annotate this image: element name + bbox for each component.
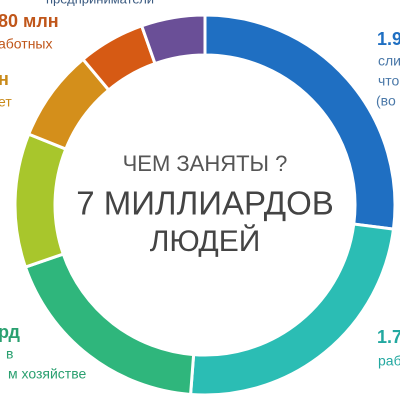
annotation: 80 млн [0, 11, 59, 31]
chart-subtitle: ЛЮДЕЙ [150, 224, 261, 258]
annotation: (во [376, 93, 396, 109]
annotation: рд [0, 322, 21, 342]
annotation: ет [0, 94, 12, 110]
annotation: предприниматели [46, 0, 154, 6]
chart-subtitle: 7 МИЛЛИАРДОВ [76, 185, 334, 222]
donut-segment [139, 13, 207, 66]
annotation: н [0, 69, 9, 89]
donut-segment [13, 132, 68, 270]
annotation: аботных [0, 36, 53, 52]
annotation: м хозяйстве [8, 366, 86, 382]
annotation: сли [378, 53, 400, 69]
annotation: 1.7 [377, 327, 400, 347]
chart-title: ЧЕМ ЗАНЯТЫ ? [123, 151, 288, 176]
annotation: что [378, 73, 400, 89]
annotation: раб [378, 353, 400, 369]
annotation: в [6, 346, 13, 362]
annotation: 1.9 [377, 29, 400, 49]
